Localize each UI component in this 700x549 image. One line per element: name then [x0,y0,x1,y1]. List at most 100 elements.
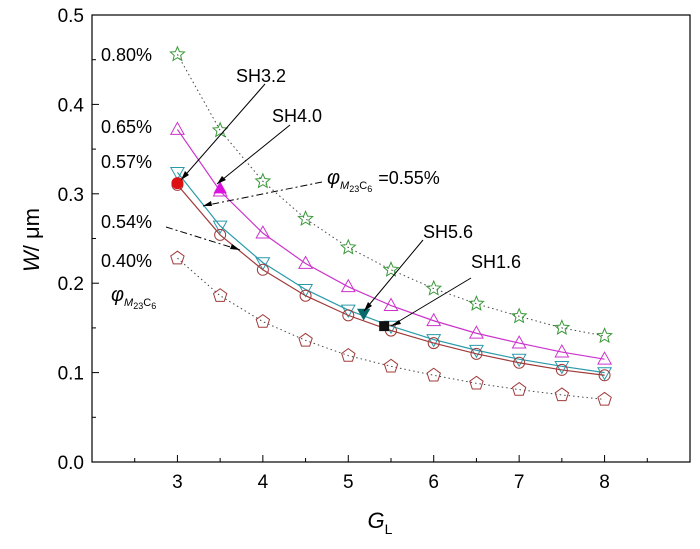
x-tick-label: 7 [514,472,525,493]
arrow-sh56-head [364,302,372,311]
series-line-065 [176,129,605,360]
label-080: 0.80% [101,45,152,65]
series-point-040 [554,387,570,402]
series-point-054 [598,369,611,382]
series-point-054 [214,228,227,241]
series-layer [169,45,613,406]
series-point-057 [169,166,185,181]
arrow-sh16 [390,277,472,327]
series-point-054 [299,289,312,302]
series-point-065 [511,335,527,349]
highlight-point-sh16 [379,321,390,332]
label-sh40: SH4.0 [272,106,322,126]
series-point-080 [211,121,229,138]
label-040: 0.40% [101,251,152,271]
series-point-080 [297,210,314,226]
x-tick-label: 6 [428,472,439,493]
series-line-080 [176,54,605,337]
series-point-065 [340,278,356,293]
arrow-sh40 [216,124,291,185]
series-point-065 [468,325,484,339]
series-point-057 [511,353,527,368]
series-point-080 [596,327,613,344]
arrow-sh32 [180,83,266,181]
highlight-layer [171,177,390,332]
series-point-080 [425,279,443,296]
series-point-040 [597,391,612,406]
highlight-point-sh40 [213,181,227,194]
label-sh32: SH3.2 [236,66,286,86]
arrow-phi-055-head [203,201,212,206]
arrow-sh32-head [181,171,189,180]
y-tick-label: 0.4 [58,95,85,116]
series-point-054 [256,263,269,276]
arrow-054-head [230,244,240,250]
highlight-point-sh32 [171,177,184,190]
series-point-080 [169,45,186,62]
series-point-057 [298,284,314,298]
x-axis-title: GL [368,508,393,537]
y-tick-label: 0.3 [58,185,84,206]
series-point-054 [470,347,483,360]
x-tick-label: 8 [599,472,610,493]
series-point-054 [342,309,355,322]
label-057: 0.57% [101,152,152,172]
y-tick-label: 0.0 [58,453,84,474]
phi-annotation-055: φM23C6=0.55% [327,167,440,194]
series-point-057 [597,367,613,381]
series-point-054 [427,337,440,350]
series-point-040 [170,250,185,265]
series-point-054 [555,363,568,376]
annotation-arrows [165,83,472,327]
x-tick-label: 4 [258,472,269,493]
series-point-057 [426,334,442,348]
series-point-040 [212,288,228,302]
series-point-080 [254,172,272,189]
series-point-065 [383,297,399,311]
arrow-sh16-head [391,320,401,326]
y-tick-label: 0.1 [58,364,84,385]
x-tick-label: 5 [343,472,354,493]
series-point-040 [469,375,484,390]
label-054: 0.54% [101,212,152,232]
series-point-080 [510,307,528,324]
series-point-040 [255,314,271,328]
series-line-040 [177,257,605,400]
label-065: 0.65% [101,117,152,137]
phi-label-left: φM23C6 [111,284,156,311]
ticks: 3 4 5 6 7 8 0.0 0.1 0.2 0.3 0.4 0.5 [58,6,648,493]
arrow-054 [165,226,241,251]
series-point-065 [255,225,271,239]
series-point-065 [597,351,613,365]
series-point-054 [513,356,526,369]
series-point-065 [169,121,185,135]
series-point-065 [426,312,442,327]
series-point-057 [554,360,570,375]
series-point-040 [383,358,399,373]
y-tick-label: 0.2 [58,274,84,295]
arrow-sh56 [363,239,424,312]
y-axis-title: W/ μm [19,208,44,272]
arrow-sh40-head [217,176,226,184]
label-sh56: SH5.6 [423,222,473,242]
series-point-080 [339,238,357,255]
series-line-054 [176,184,605,376]
series-point-080 [382,260,400,277]
series-point-057 [212,220,228,235]
series-point-065 [554,344,570,358]
arrow-phi-055 [202,181,323,207]
series-point-040 [426,367,441,382]
series-point-080 [553,319,571,336]
series-point-040 [511,381,527,396]
x-tick-label: 3 [172,472,183,493]
series-point-057 [468,344,484,359]
series-point-040 [298,332,313,347]
series-point-080 [468,294,485,311]
series-point-065 [298,255,314,269]
y-tick-label: 0.5 [58,6,84,27]
highlight-point-sh56 [357,308,371,321]
series-point-057 [255,257,271,271]
series-line-057 [176,171,605,374]
label-sh16: SH1.6 [471,252,521,272]
